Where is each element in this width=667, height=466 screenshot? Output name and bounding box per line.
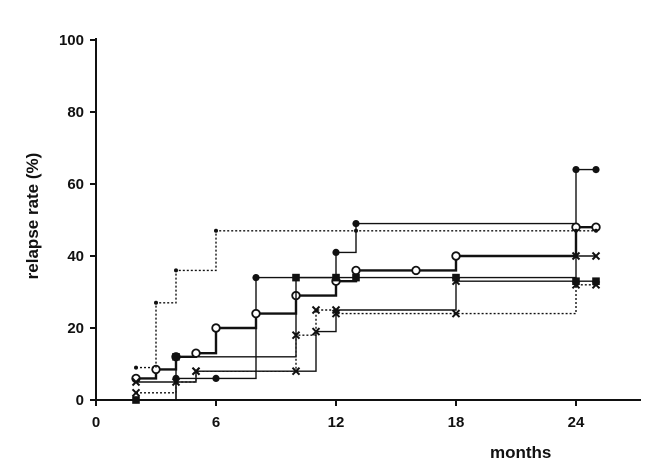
marker-filled-square [352,273,360,282]
marker-cross [451,276,461,286]
marker-dot [594,228,598,233]
marker-filled-square [292,273,300,282]
marker-filled-circle [592,166,600,174]
marker-filled-square [592,277,600,285]
marker-open-circle [411,265,421,276]
marker-cross [591,251,601,261]
x-tick-label: 12 [328,414,345,431]
series-line [136,255,596,383]
y-tick-label: 20 [67,320,84,337]
series-line [136,230,596,369]
marker-cross [311,327,321,336]
marker-open-circle [351,265,361,276]
marker-open-circle [251,308,261,319]
marker-filled-circle [212,374,220,382]
marker-filled-circle [352,220,360,228]
marker-filled-circle [252,274,260,282]
x-tick-label: 18 [448,414,465,431]
x-tick-label: 24 [568,414,585,431]
marker-dot [574,228,578,233]
marker-cross [291,330,301,340]
marker-filled-square [132,396,140,404]
tick-labels: 0 20 40 60 80 100 0 6 12 18 24 [59,32,585,431]
marker-cross [131,388,141,398]
y-tick-label: 60 [67,176,84,193]
marker-cross [451,309,461,318]
series-line [136,276,596,401]
y-axis-title: relapse rate (%) [23,153,42,280]
series-2 [131,222,601,384]
axes [90,38,641,406]
series-1 [132,166,600,404]
marker-cross [571,251,581,261]
marker-dot [134,365,138,370]
x-tick-label: 0 [92,414,100,431]
marker-open-circle [451,251,461,261]
marker-filled-square [172,353,180,361]
marker-cross [331,305,341,315]
y-tick-label: 0 [76,392,84,409]
marker-filled-square [452,273,460,282]
series-line [136,226,596,380]
y-tick-label: 40 [67,248,84,265]
marker-dot [354,228,358,233]
marker-open-circle [191,348,201,358]
marker-filled-circle [572,166,580,174]
marker-cross [191,366,201,376]
x-axis-title: months [490,443,551,462]
marker-filled-circle [332,248,340,256]
series-5 [134,228,598,370]
marker-cross [311,305,321,315]
y-tick-label: 80 [67,104,84,121]
marker-cross [131,377,141,387]
series-6 [131,251,601,387]
series-line [136,284,596,394]
marker-filled-square [332,273,340,282]
marker-dot [174,268,178,273]
series-layer [131,166,601,404]
marker-cross [591,280,601,290]
marker-dot [214,228,218,233]
series-line [136,168,596,401]
y-tick-label: 100 [59,32,84,49]
series-3 [132,273,600,404]
marker-cross [571,280,581,290]
marker-open-circle [211,323,221,333]
marker-dot [154,300,158,305]
marker-cross [291,366,301,376]
x-tick-label: 6 [212,414,220,431]
